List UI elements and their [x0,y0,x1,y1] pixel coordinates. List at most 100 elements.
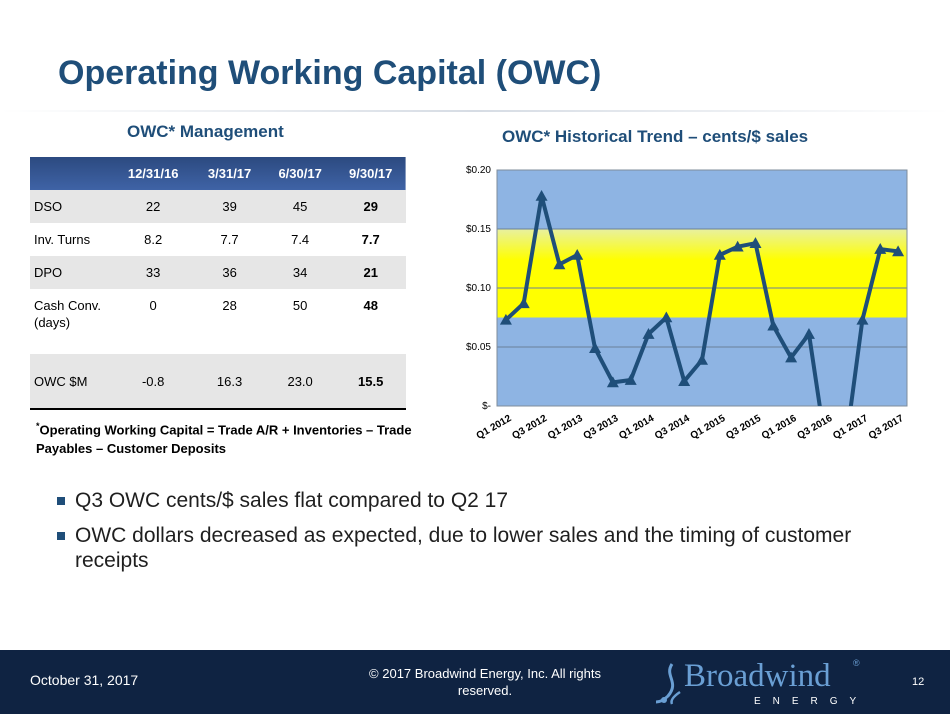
registered-mark: ® [853,658,860,668]
data-point-marker [571,248,584,260]
table-cell: 23.0 [287,373,313,389]
management-title: OWC* Management [127,122,284,141]
data-point-marker [892,245,905,257]
column-header: 6/30/17 [278,166,322,181]
x-tick-label: Q1 2012 [475,413,514,442]
y-tick-label: $0.15 [466,224,491,235]
data-point-marker [802,328,815,339]
page-number: 12 [912,676,925,688]
footer-date: October 31, 2017 [30,672,139,688]
table-cell: 33 [145,265,161,280]
footer-copyright: © 2017 Broadwind Energy, Inc. All rights… [369,666,601,698]
row-label: OWC $M [34,373,88,389]
x-tick-label: Q3 2014 [653,413,692,442]
table-cell: 22 [145,199,161,214]
table-cell: 21 [363,265,378,280]
data-point-marker [642,328,655,339]
bullet-text: Q3 OWC cents/$ sales flat compared to Q2… [75,489,509,512]
table-cell: 15.5 [358,373,384,389]
column-header: 3/31/17 [207,166,252,181]
bullet-item: OWC dollars decreased as expected, due t… [57,523,917,573]
table-cell: 48 [363,298,378,313]
table-row: Inv. Turns 8.2 7.7 7.4 7.7 [30,223,406,256]
table-cell: 29 [363,199,378,214]
plot-frame [496,169,908,407]
row-label: DPO [34,265,63,280]
bullet-text: OWC dollars decreased as expected, due t… [75,524,852,572]
target-band [497,229,907,318]
owc-management-table: 12/31/16 3/31/17 6/30/17 9/30/17 DSO 22 … [30,157,406,410]
table-cell: 45 [292,199,308,214]
x-tick-label: Q1 2017 [831,413,870,442]
data-point-marker [606,376,619,388]
trend-title: OWC* Historical Trend – cents/$ sales [502,127,809,146]
table-cell: 7.4 [291,232,310,247]
table-row: OWC $M -0.8 16.3 23.0 15.5 [30,354,406,409]
table-row: DSO 22 39 45 29 [30,190,406,223]
x-tick-label: Q1 2013 [546,413,585,442]
footnote-mark: * [36,421,40,431]
data-point-marker [678,375,691,387]
table-row: Cash Conv. (days) 0 28 50 48 [30,289,406,354]
table-cell: 0 [149,298,157,313]
data-point-marker [749,237,762,248]
footnote-text: Operating Working Capital = Trade A/R + … [36,422,412,457]
y-tick-label: $- [482,401,491,412]
data-point-marker [874,243,887,254]
x-tick-label: Q1 2014 [617,413,656,442]
data-point-marker [624,374,637,385]
bullet-square-icon [57,497,65,505]
column-header: 12/31/16 [127,166,179,181]
data-point-marker [589,342,602,353]
x-tick-label: Q3 2013 [582,413,621,442]
logo-wordmark: Broadwind [684,658,831,694]
column-header: 9/30/17 [349,166,393,181]
data-point-marker [856,313,869,325]
x-tick-label: Q1 2016 [760,413,799,442]
table-cell: 34 [292,265,308,280]
data-point-marker [713,248,726,260]
data-point-marker [535,189,548,201]
data-point-marker [517,297,530,309]
broadwind-logo: Broadwind ® ENERGY [654,658,864,708]
row-label: Cash Conv. (days) [34,298,101,330]
table-cell: 50 [292,298,308,313]
x-tick-label: Q3 2012 [510,413,549,442]
bullet-list: Q3 OWC cents/$ sales flat compared to Q2… [57,488,917,583]
x-tick-label: Q3 2017 [867,413,906,442]
slide-title: Operating Working Capital (OWC) [58,54,602,92]
table-cell: 36 [222,265,237,280]
bullet-item: Q3 OWC cents/$ sales flat compared to Q2… [57,488,917,513]
x-tick-label: Q3 2015 [724,413,763,442]
logo-swirl-icon [655,663,681,705]
bullet-square-icon [57,532,65,540]
table-cell: 7.7 [361,232,380,247]
data-point-marker [767,319,780,331]
table-header-row: 12/31/16 3/31/17 6/30/17 9/30/17 [30,157,406,190]
row-label: Inv. Turns [34,232,91,247]
y-tick-label: $0.05 [466,342,491,353]
title-divider [0,110,950,112]
data-point-marker [696,353,708,365]
data-point-marker [785,351,798,363]
data-point-marker [731,240,744,252]
table-cell: 8.2 [144,232,163,247]
row-label: DSO [34,199,63,214]
data-point-marker [553,258,566,270]
table-cell: 16.3 [216,373,243,389]
table-row: DPO 33 36 34 21 [30,256,406,289]
table-cell: 7.7 [220,232,239,247]
x-tick-label: Q3 2016 [796,413,835,442]
y-tick-label: $0.10 [466,283,491,294]
table-cell: -0.8 [141,373,165,389]
data-point-marker [499,313,512,325]
footer-bar [0,650,950,714]
logo-subtitle: ENERGY [754,696,869,707]
x-tick-label: Q1 2015 [689,413,728,442]
owc-footnote: *Operating Working Capital = Trade A/R +… [36,417,426,458]
data-point-marker [660,311,673,323]
table-cell: 28 [222,298,237,313]
y-tick-label: $0.20 [466,165,491,176]
table-cell: 39 [222,199,237,214]
